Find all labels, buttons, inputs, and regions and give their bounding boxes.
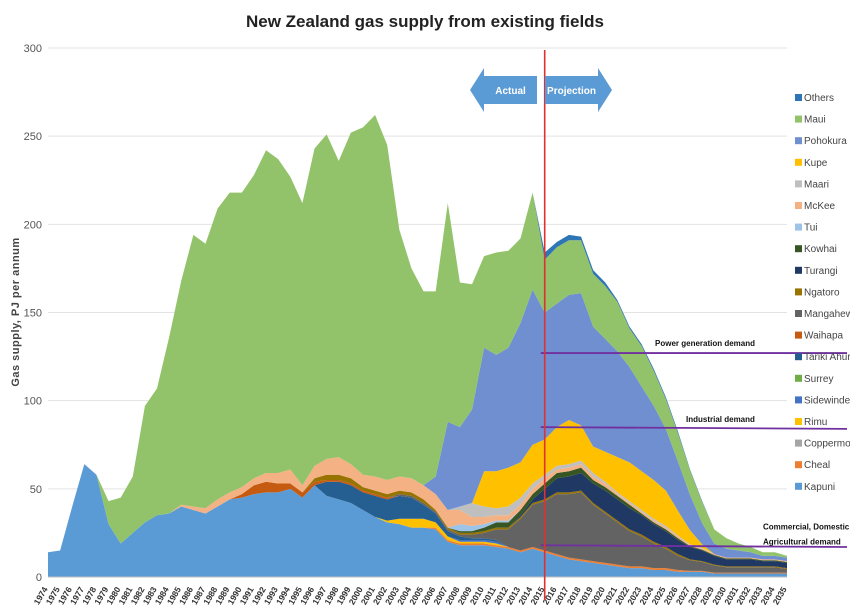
y-tick-label: 150 <box>24 308 42 320</box>
legend-swatch-others <box>795 94 802 101</box>
y-tick-label: 300 <box>24 43 42 55</box>
demand-label-power-generation-demand: Power generation demand <box>655 339 755 348</box>
legend-label-tui: Tui <box>804 223 818 234</box>
legend-swatch-tui <box>795 223 802 231</box>
legend-label-sidewinder: Sidewinder <box>804 395 850 406</box>
demand-lines: Power generation demand Industrial demand… <box>540 339 850 548</box>
legend-swatch-waihapa <box>795 331 802 339</box>
legend-label-kowhai: Kowhai <box>804 244 837 255</box>
legend-swatch-rimu <box>795 418 802 425</box>
legend-swatch-pohokura <box>795 137 802 145</box>
legend-swatch-kowhai <box>795 245 802 253</box>
projection-label: Projection <box>547 86 596 97</box>
y-tick-label: 100 <box>24 396 42 408</box>
legend-label-surrey: Surrey <box>804 374 833 385</box>
legend-label-kapuni: Kapuni <box>804 482 835 493</box>
x-tick-label: 2035 <box>771 585 789 607</box>
actual-label: Actual <box>495 86 526 97</box>
legend-swatch-mangahewa <box>795 310 802 317</box>
legend-label-turangi: Turangi <box>804 266 838 277</box>
legend-swatch-surrey <box>795 374 802 382</box>
legend-label-pohokura: Pohokura <box>804 136 847 147</box>
actual-arrow <box>470 68 537 112</box>
legend-label-mangahewa: Mangahewa <box>804 309 850 320</box>
chart-title: New Zealand gas supply from existing fie… <box>246 12 604 31</box>
legend-label-mckee: McKee <box>804 201 836 212</box>
y-tick-label: 200 <box>24 219 42 231</box>
legend-swatch-mckee <box>795 202 802 209</box>
area-kowhai <box>48 464 787 563</box>
legend-label-others: Others <box>804 93 834 104</box>
legend-label-ngatoro: Ngatoro <box>804 287 840 298</box>
area-maui <box>48 115 787 558</box>
demand-label-industrial-demand: Industrial demand <box>686 415 755 424</box>
legend-swatch-maari <box>795 180 802 188</box>
legend-swatch-coppermoki <box>795 439 802 447</box>
legend-swatch-tariki-ahuroa <box>795 353 802 361</box>
area-mckee <box>48 457 787 563</box>
projection-arrow <box>545 68 612 112</box>
area-kupe <box>48 420 787 562</box>
legend-label-rimu: Rimu <box>804 417 827 428</box>
legend-swatch-kapuni <box>795 482 802 490</box>
y-tick-label: 50 <box>30 484 42 496</box>
area-tariki-ahuroa <box>48 464 787 573</box>
legend-label-coppermoki: Coppermoki <box>804 439 850 450</box>
demand-line-industrial-demand <box>540 426 848 430</box>
legend: Others Maui Pohokura Kupe Maari McKee Tui Kowha… <box>795 93 850 493</box>
area-maari <box>48 457 787 562</box>
y-axis-title: Gas supply, PJ per annum <box>10 237 22 386</box>
demand-label-commercial-domestic-agricultural-demand: Commercial, Domestic & Agricultural deman… <box>763 522 850 546</box>
legend-label-cheal: Cheal <box>804 460 830 471</box>
y-tick-labels: 0 50 100 150 200 250 300 <box>24 43 42 584</box>
x-tick-labels: 1974197519761977197819791980198119821983… <box>32 585 789 607</box>
legend-label-maari: Maari <box>804 179 829 190</box>
legend-swatch-ngatoro <box>795 288 802 296</box>
legend-label-maui: Maui <box>804 115 826 126</box>
y-tick-label: 250 <box>24 131 42 143</box>
legend-swatch-sidewinder <box>795 396 802 404</box>
actual-projection-arrows: Actual Projection <box>470 68 612 112</box>
legend-label-kupe: Kupe <box>804 158 828 169</box>
y-tick-label: 0 <box>36 572 42 584</box>
area-pohokura <box>48 289 787 562</box>
legend-label-waihapa: Waihapa <box>804 331 844 342</box>
legend-swatch-kupe <box>795 158 802 166</box>
area-turangi <box>48 464 787 569</box>
legend-swatch-maui <box>795 115 802 123</box>
demand-line-commercial-domestic-agricultural-demand <box>540 544 848 548</box>
legend-label-tariki-ahuroa: Tariki Ahuroa <box>804 352 850 363</box>
area-kapuni <box>48 464 787 577</box>
legend-swatch-cheal <box>795 461 802 469</box>
legend-swatch-turangi <box>795 266 802 274</box>
